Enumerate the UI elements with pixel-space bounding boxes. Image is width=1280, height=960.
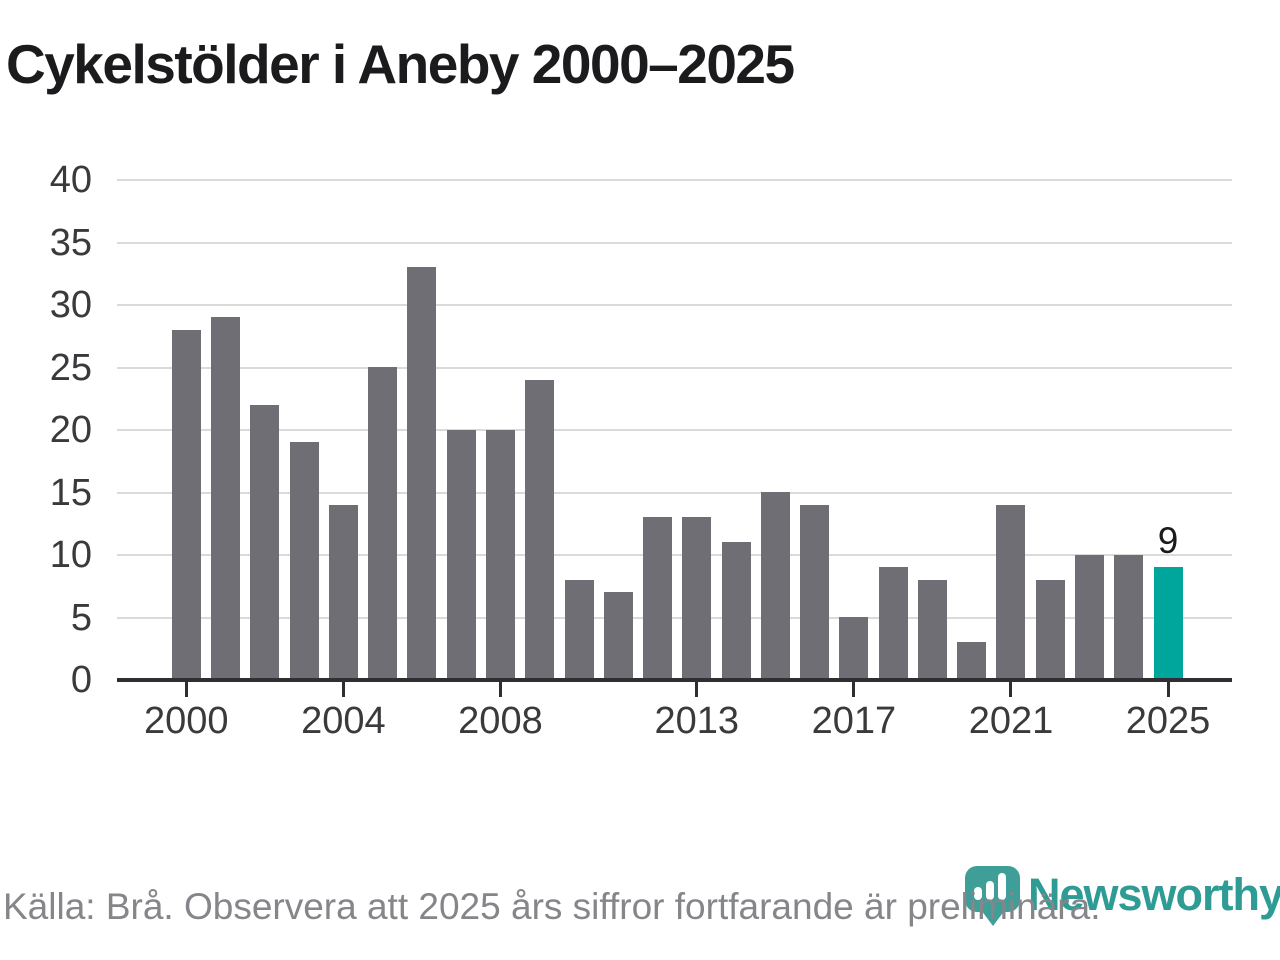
- x-axis-label: 2025: [1125, 700, 1211, 742]
- bar-2019: [918, 580, 947, 680]
- bar-2024: [1114, 555, 1143, 680]
- bar-2014: [722, 542, 751, 680]
- x-axis-label: 2013: [654, 700, 740, 742]
- x-axis-tick: [852, 682, 856, 697]
- gridline: [117, 491, 1232, 494]
- bar-2018: [879, 567, 908, 680]
- bar-2017: [839, 617, 868, 680]
- x-axis-tick: [498, 682, 502, 697]
- x-axis-label: 2021: [968, 700, 1054, 742]
- x-axis-label: 2008: [458, 700, 543, 742]
- x-axis-tick: [1009, 682, 1013, 697]
- bar-2001: [211, 317, 240, 680]
- y-axis-label: 0: [70, 659, 92, 701]
- y-axis-label: 5: [70, 596, 92, 639]
- logo-wordmark: Newsworthy: [1028, 869, 1280, 920]
- bar-2008: [486, 430, 515, 680]
- y-axis-label: 10: [49, 534, 92, 576]
- gridline: [117, 179, 1232, 181]
- bar-2012: [643, 517, 672, 680]
- bar-2002: [250, 405, 279, 680]
- bar-2023: [1075, 555, 1104, 680]
- x-axis-tick: [1166, 682, 1170, 697]
- y-axis-label: 25: [49, 346, 92, 389]
- y-axis-label: 40: [49, 159, 92, 201]
- logo-bar-icon: [974, 887, 982, 900]
- y-axis-label: 15: [49, 471, 92, 514]
- bar-2010: [565, 580, 594, 680]
- bar-2011: [604, 592, 633, 680]
- x-axis-tick: [341, 682, 345, 697]
- source-note: Källa: Brå. Observera att 2025 års siffr…: [3, 886, 1101, 927]
- gridline: [117, 429, 1232, 431]
- gridline: [117, 304, 1232, 306]
- logo-bar-icon: [986, 881, 994, 900]
- bar-2025: [1154, 567, 1183, 680]
- pin-pointer-icon: [981, 910, 1005, 926]
- bar-2005: [368, 367, 397, 680]
- bar-2016: [800, 505, 829, 680]
- bar-2006: [407, 267, 436, 680]
- bar-2022: [1036, 580, 1065, 680]
- gridline: [117, 616, 1232, 619]
- gridline: [117, 366, 1232, 369]
- y-axis-label: 30: [49, 284, 92, 326]
- bar-2020: [957, 642, 986, 680]
- bar-2009: [525, 380, 554, 680]
- bar-2021: [996, 505, 1025, 680]
- x-axis-tick: [184, 682, 188, 697]
- x-axis-tick: [695, 682, 699, 697]
- x-axis-line: [117, 678, 1232, 682]
- x-axis-label: 2017: [811, 700, 897, 742]
- bar-2015: [761, 492, 790, 680]
- logo-bar-icon: [998, 873, 1006, 900]
- bar-2004: [329, 505, 358, 680]
- x-axis-label: 2004: [301, 700, 386, 742]
- chart-title: Cykelstölder i Aneby 2000–2025: [6, 33, 795, 95]
- gridline: [117, 241, 1232, 244]
- bar-2000: [172, 330, 201, 680]
- gridline: [117, 554, 1232, 556]
- x-axis-label: 2000: [144, 700, 229, 742]
- y-axis-label: 20: [49, 409, 92, 451]
- bar-2003: [290, 442, 319, 680]
- bar-2013: [682, 517, 711, 680]
- bar-value-label: 9: [1157, 519, 1179, 561]
- bar-2007: [447, 430, 476, 680]
- y-axis-label: 35: [49, 221, 92, 264]
